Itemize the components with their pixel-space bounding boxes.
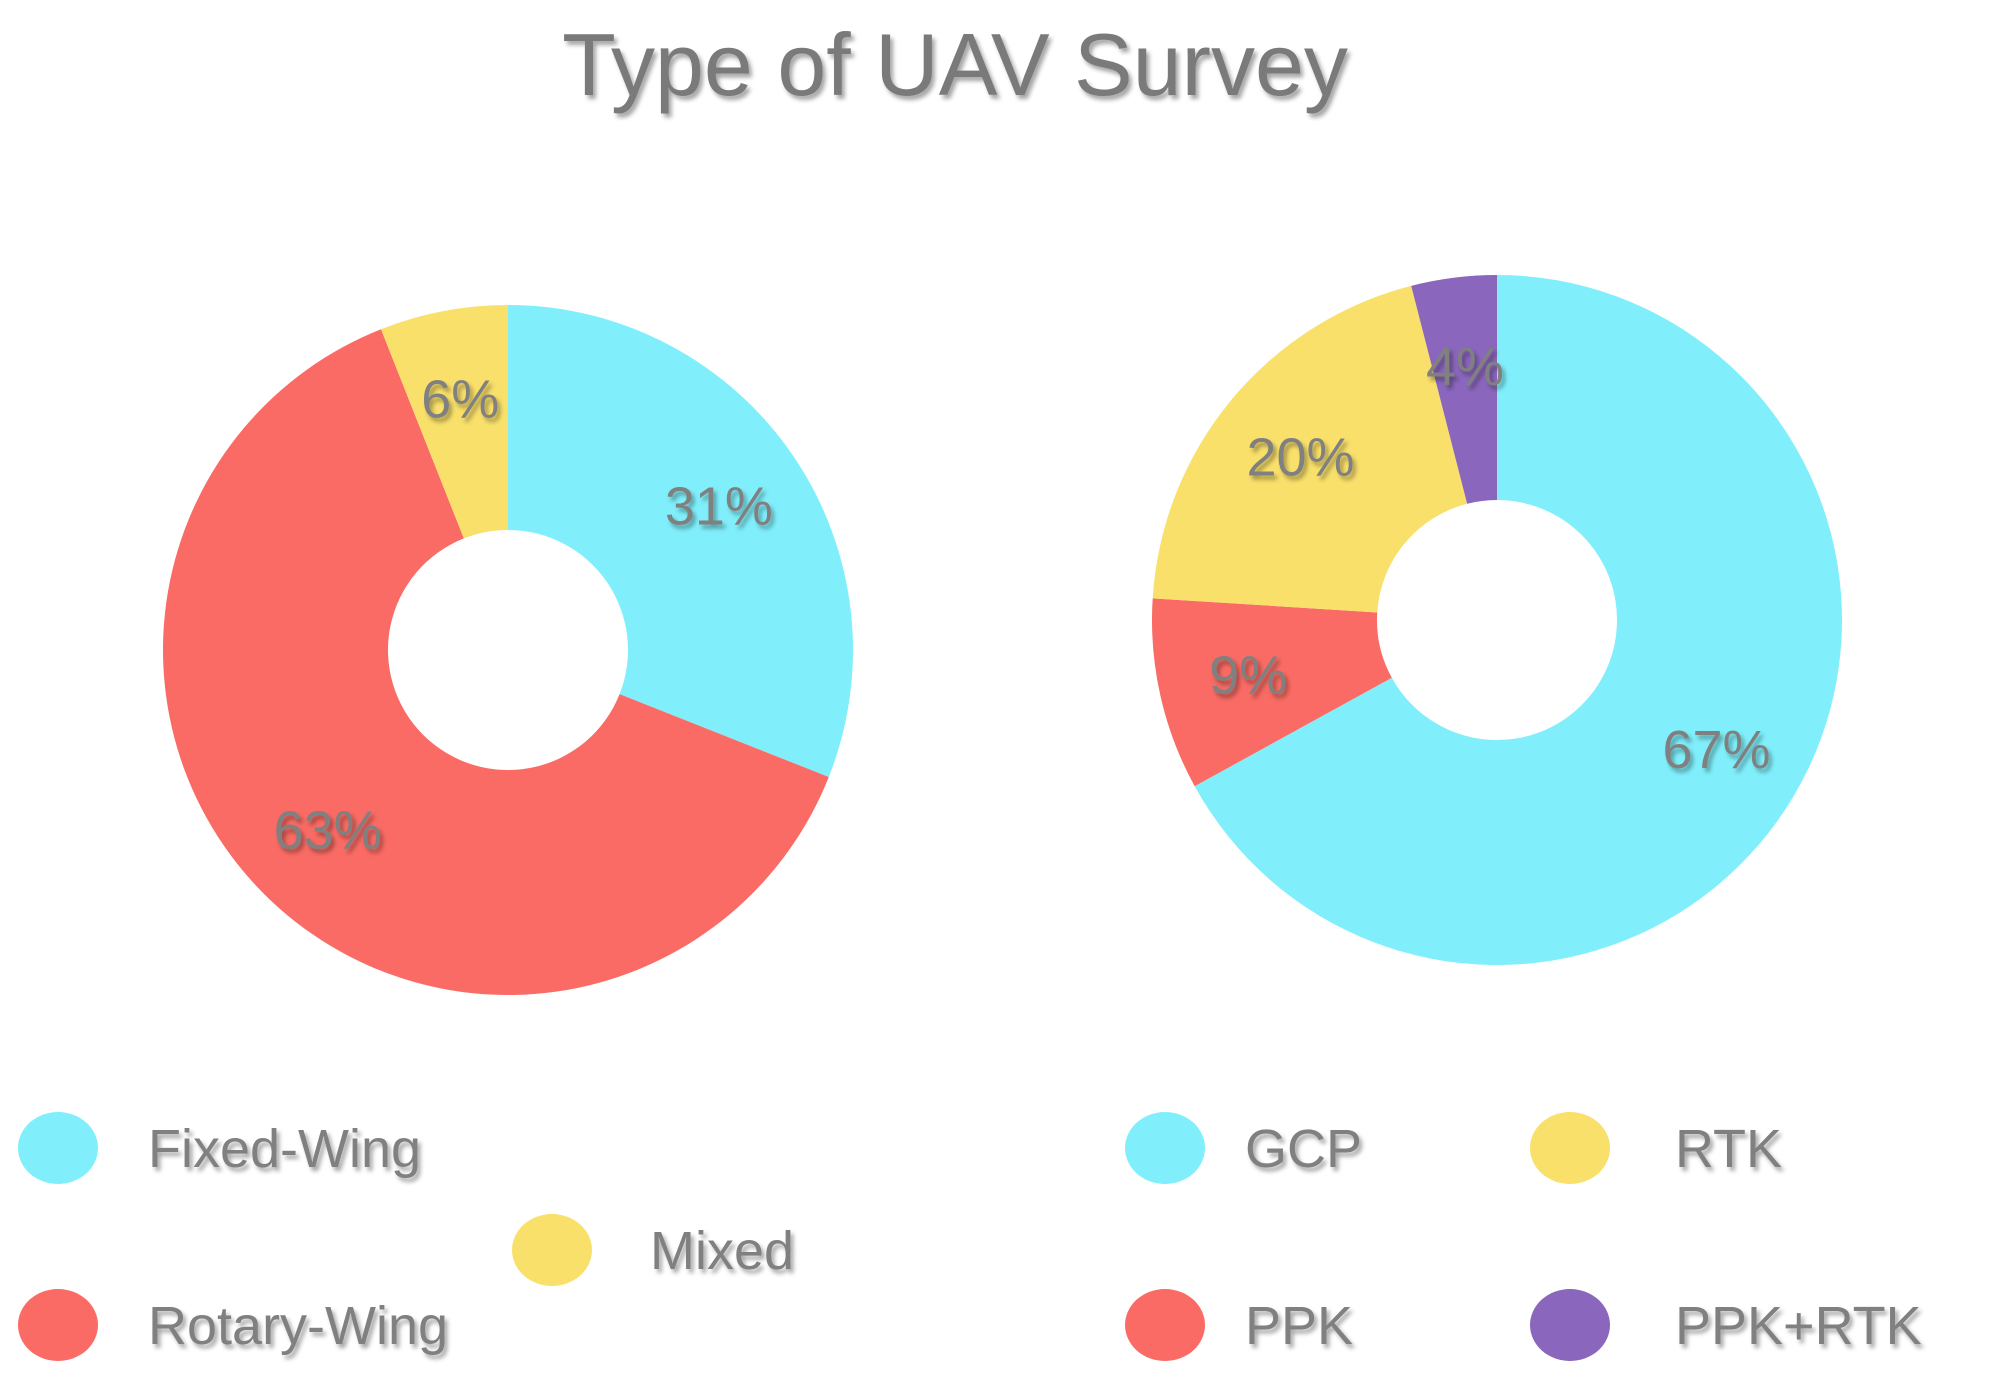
legend-swatch-fixed-wing [18, 1112, 98, 1184]
legend-georeferencing: GCP PPK RTK PPK+RTK [1125, 1112, 1922, 1361]
slice-gcp [1194, 275, 1843, 965]
slice-label-mixed: 6% [421, 370, 499, 430]
legend-label-mixed: Mixed [650, 1221, 794, 1281]
slice-rtk [1152, 285, 1468, 613]
slice-ppk-rtk [1411, 275, 1497, 504]
legend-swatch-gcp [1125, 1112, 1205, 1184]
legend-uav-type: Fixed-Wing Rotary-Wing Mixed [18, 1112, 794, 1361]
slice-label-rtk: 20% [1246, 427, 1354, 487]
donut-chart-uav-type: 31% 63% 6% [163, 305, 853, 995]
legend-swatch-rotary-wing [18, 1289, 98, 1361]
slice-label-fixed-wing: 31% [665, 477, 773, 537]
chart-title: Type of UAV Survey [562, 15, 1348, 114]
legend-label-fixed-wing: Fixed-Wing [148, 1119, 421, 1179]
legend-swatch-mixed [512, 1214, 592, 1286]
slice-label-ppk: 9% [1209, 646, 1287, 706]
legend-label-gcp: GCP [1245, 1119, 1362, 1179]
slice-ppk [1152, 598, 1392, 787]
slice-mixed [380, 305, 508, 539]
legend-label-ppk-rtk: PPK+RTK [1675, 1296, 1922, 1356]
slice-label-gcp: 67% [1662, 720, 1770, 780]
slice-label-ppk-rtk: 4% [1426, 337, 1504, 397]
legend-label-rtk: RTK [1675, 1119, 1782, 1179]
legend-label-rotary-wing: Rotary-Wing [148, 1296, 448, 1356]
legend-label-ppk: PPK [1245, 1296, 1353, 1356]
slice-fixed-wing [508, 305, 853, 778]
slice-rotary-wing [163, 329, 829, 995]
legend-swatch-ppk-rtk [1530, 1289, 1610, 1361]
slice-label-rotary-wing: 63% [274, 800, 382, 860]
legend-swatch-rtk [1530, 1112, 1610, 1184]
donut-chart-georeferencing: 67% 9% 20% 4% [1152, 275, 1843, 965]
legend-swatch-ppk [1125, 1289, 1205, 1361]
